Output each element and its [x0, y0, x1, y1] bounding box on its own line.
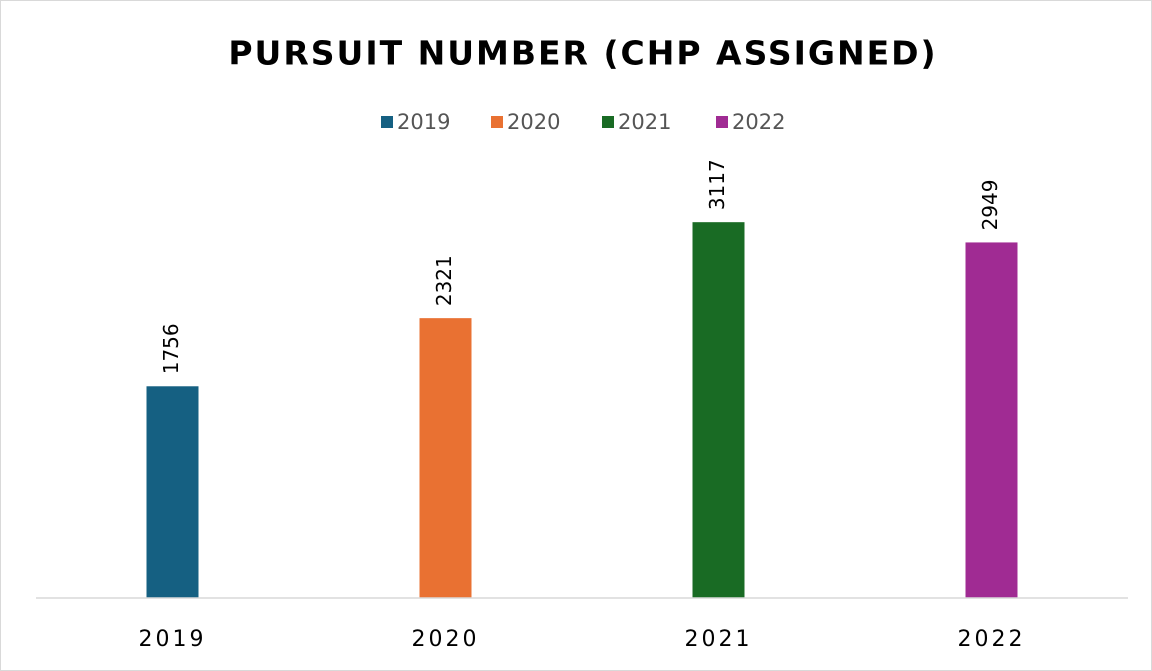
legend-label: 2019: [397, 110, 450, 134]
chart-title: PURSUIT NUMBER (CHP ASSIGNED): [228, 34, 937, 73]
value-label: 1756: [159, 323, 183, 374]
value-label: 2949: [978, 180, 1002, 231]
legend-swatch: [716, 116, 728, 128]
value-label: 3117: [705, 159, 729, 210]
legend-swatch: [381, 116, 393, 128]
bar: [419, 318, 472, 598]
x-tick-label: 2019: [139, 627, 207, 652]
x-tick-label: 2022: [958, 627, 1026, 652]
x-tick-label: 2020: [412, 627, 480, 652]
bar: [146, 386, 199, 598]
legend-label: 2021: [618, 110, 671, 134]
bar: [692, 222, 745, 598]
legend-swatch: [491, 116, 503, 128]
bar: [965, 242, 1018, 598]
legend-label: 2022: [732, 110, 785, 134]
legend-swatch: [602, 116, 614, 128]
legend-label: 2020: [507, 110, 560, 134]
x-tick-label: 2021: [685, 627, 753, 652]
value-label: 2321: [432, 255, 456, 306]
